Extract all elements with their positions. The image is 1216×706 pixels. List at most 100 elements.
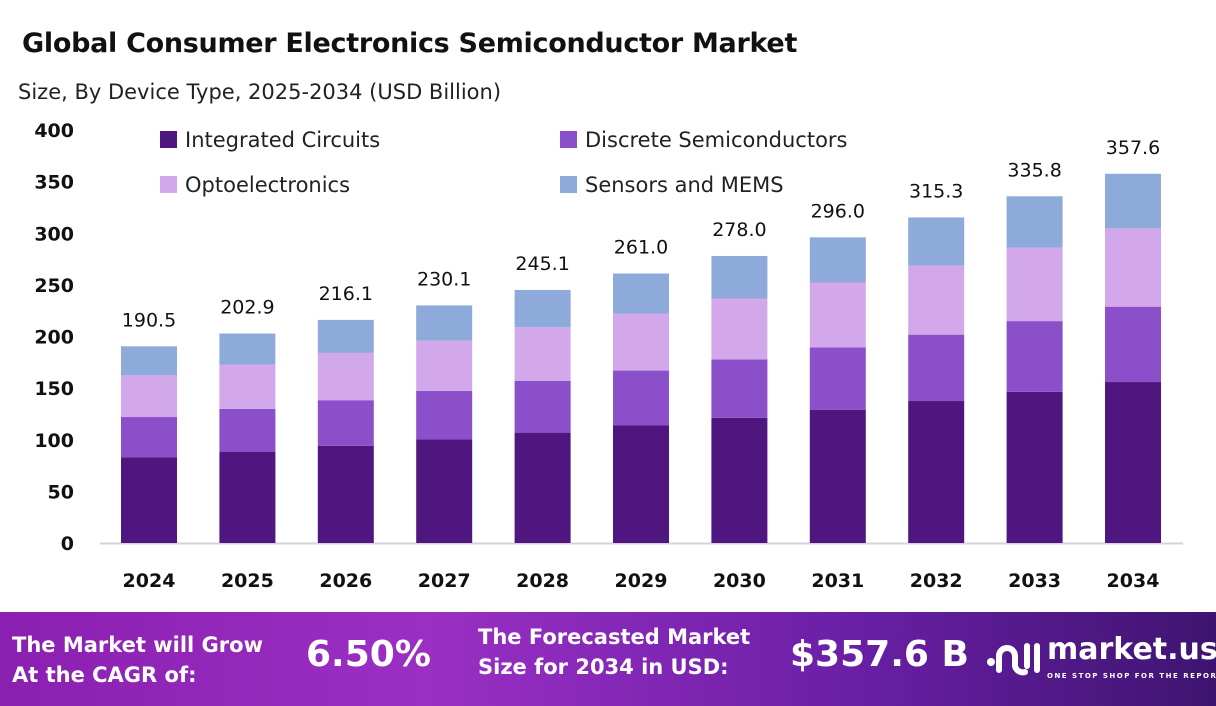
total-data-label: 202.9 <box>220 297 274 319</box>
bar-segment <box>514 432 571 543</box>
chart-title: Global Consumer Electronics Semiconducto… <box>22 28 798 59</box>
logo-icon <box>987 643 1040 676</box>
x-tick-label: 2030 <box>713 570 766 592</box>
bar-segment <box>317 352 374 401</box>
bar-segment <box>1105 173 1161 229</box>
x-tick-label: 2025 <box>221 570 274 592</box>
legend-label: Optoelectronics <box>185 173 350 197</box>
bar-segment <box>416 439 473 543</box>
bar-segment <box>514 327 571 382</box>
bar-segment <box>1105 306 1161 383</box>
total-data-label: 278.0 <box>712 219 766 241</box>
cagr-value: 6.50% <box>306 634 431 675</box>
bar-segment <box>613 273 669 314</box>
bar-segment <box>121 346 177 376</box>
y-tick-label: 300 <box>34 223 74 245</box>
cagr-label-line1: The Market will Grow <box>12 633 263 657</box>
bar-segment <box>219 408 276 452</box>
bar-segment <box>1105 228 1161 307</box>
bar-segment <box>613 370 669 426</box>
bar-segment <box>514 381 571 433</box>
bar-segment <box>711 417 768 543</box>
y-tick-label: 100 <box>34 430 74 452</box>
bar-segment <box>711 255 768 299</box>
bar-segment <box>416 340 473 392</box>
bar-segment <box>317 319 374 353</box>
y-tick-label: 250 <box>34 275 74 297</box>
bar-segment <box>121 417 177 458</box>
y-tick-label: 150 <box>34 378 74 400</box>
bar-segment <box>219 333 276 365</box>
bar-segment <box>1006 321 1063 392</box>
bar-segment <box>809 347 866 410</box>
total-data-label: 245.1 <box>515 253 569 275</box>
bar-segment <box>809 237 866 283</box>
y-tick-label: 0 <box>61 533 74 555</box>
bar-segment <box>1105 382 1161 543</box>
total-data-label: 357.6 <box>1106 137 1160 159</box>
legend-label: Sensors and MEMS <box>585 173 784 197</box>
x-tick-label: 2024 <box>123 570 176 592</box>
total-data-label: 261.0 <box>614 237 668 259</box>
y-tick-label: 350 <box>34 172 74 194</box>
bar-segment <box>121 457 177 543</box>
bar-segment <box>908 217 965 266</box>
x-tick-label: 2026 <box>319 570 372 592</box>
y-tick-label: 400 <box>34 120 74 142</box>
footer-banner: The Market will Grow At the CAGR of: 6.5… <box>0 612 1216 706</box>
bar-segment <box>1006 196 1063 248</box>
x-tick-label: 2031 <box>811 570 864 592</box>
bar-segment <box>1006 247 1063 322</box>
cagr-label: The Market will Grow At the CAGR of: <box>12 630 263 690</box>
bar-segment <box>416 305 473 341</box>
bar-segment <box>219 364 276 409</box>
total-data-label: 335.8 <box>1007 159 1061 181</box>
bar-segment <box>908 334 965 402</box>
y-tick-label: 200 <box>34 327 74 349</box>
forecast-label-line1: The Forecasted Market <box>478 625 751 649</box>
x-tick-label: 2032 <box>910 570 963 592</box>
legend-swatch <box>160 131 177 148</box>
total-data-label: 296.0 <box>811 200 865 222</box>
logo-name: market.us <box>1047 632 1216 667</box>
legend-swatch <box>160 176 177 193</box>
forecast-value: $357.6 B <box>790 634 969 675</box>
cagr-label-line2: At the CAGR of: <box>12 663 197 687</box>
y-tick-label: 50 <box>48 481 74 503</box>
legend-swatch <box>560 131 577 148</box>
bar-segment <box>317 445 374 543</box>
x-tick-label: 2033 <box>1008 570 1061 592</box>
bar-segment <box>416 391 473 440</box>
x-tick-label: 2027 <box>418 570 471 592</box>
total-data-label: 190.5 <box>122 309 176 331</box>
bar-segment <box>613 425 669 543</box>
forecast-label-line2: Size for 2034 in USD: <box>478 655 729 679</box>
bar-segment <box>908 265 965 335</box>
bar-segment <box>908 401 965 543</box>
bar-segment <box>219 451 276 543</box>
bar-segment <box>809 409 866 543</box>
total-data-label: 216.1 <box>319 283 373 305</box>
bar-segment <box>514 289 571 328</box>
legend-label: Discrete Semiconductors <box>585 128 848 152</box>
stacked-bar-chart: 0 50 100 150 200 250 300 350 400 Integrated Circu… <box>34 120 1183 592</box>
total-data-label: 230.1 <box>417 268 471 290</box>
bar-segment <box>711 298 768 360</box>
bar-segment <box>711 359 768 418</box>
bar-segment <box>317 400 374 446</box>
forecast-label: The Forecasted Market Size for 2034 in U… <box>478 622 750 682</box>
total-data-label: 315.3 <box>909 180 963 202</box>
logo-tagline: ONE STOP SHOP FOR THE REPORTS <box>1047 672 1216 680</box>
bar-segment <box>121 375 177 418</box>
x-tick-label: 2034 <box>1107 570 1160 592</box>
x-tick-label: 2029 <box>615 570 668 592</box>
x-tick-label: 2028 <box>516 570 569 592</box>
chart-subtitle: Size, By Device Type, 2025-2034 (USD Bil… <box>18 80 502 104</box>
bar-segment <box>1006 391 1063 543</box>
bar-segment <box>809 282 866 348</box>
legend-label: Integrated Circuits <box>185 128 380 152</box>
bar-segment <box>613 313 669 371</box>
market-us-logo: market.us ONE STOP SHOP FOR THE REPORTS <box>985 632 1216 692</box>
legend-swatch <box>560 176 577 193</box>
